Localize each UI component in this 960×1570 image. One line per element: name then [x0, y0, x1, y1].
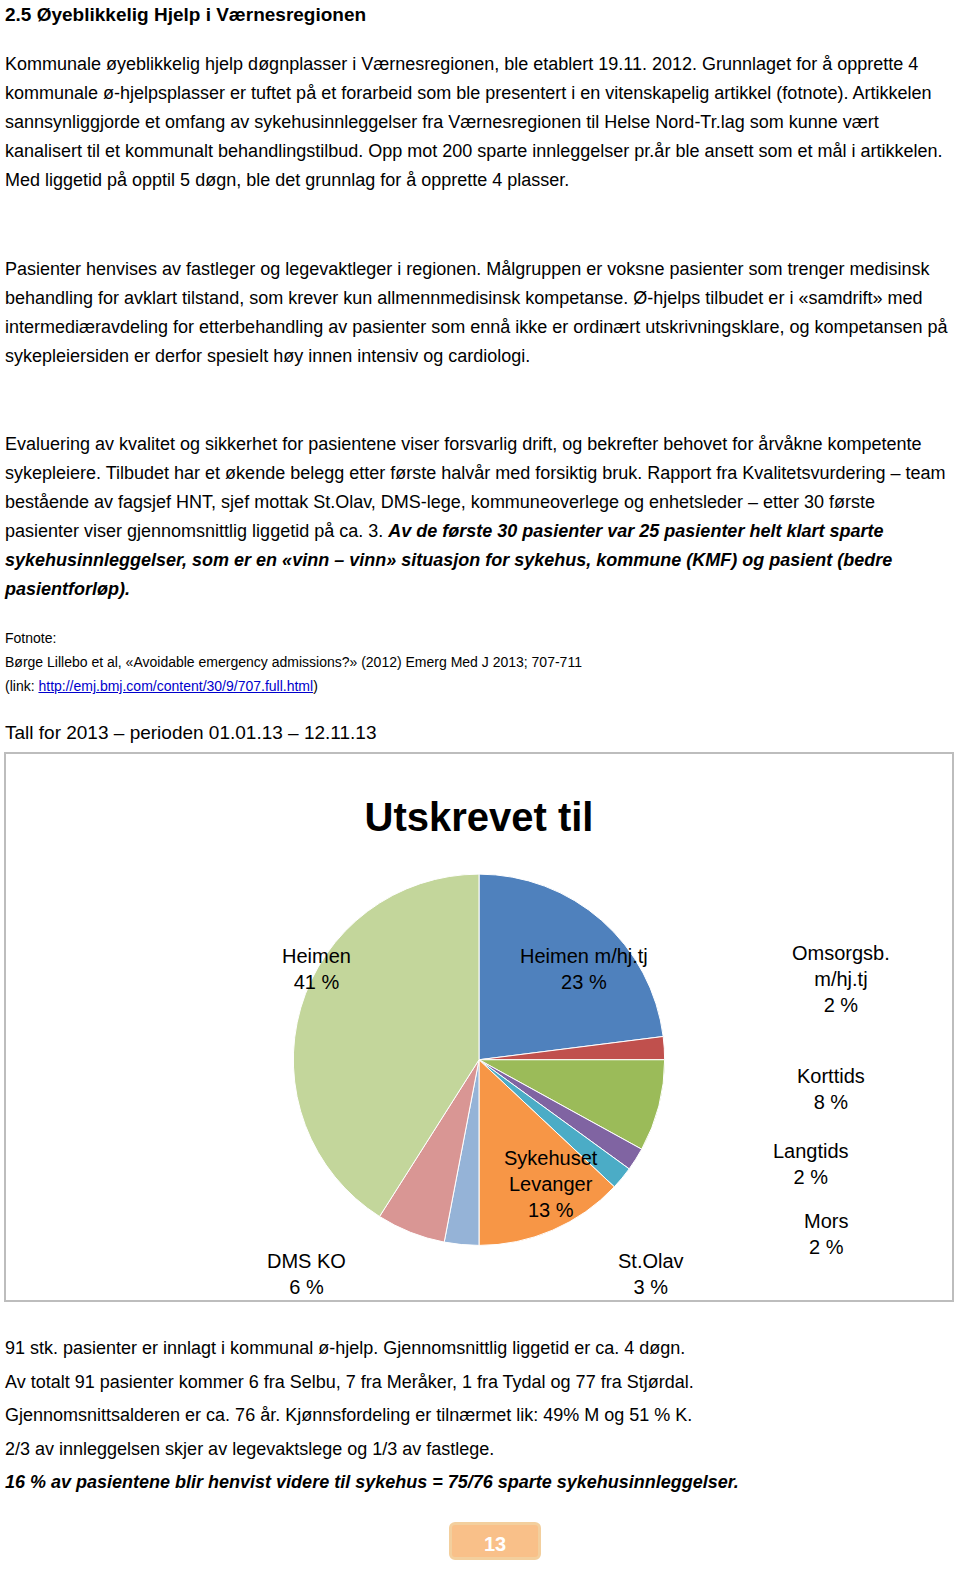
svg-text:St.Olav3 %: St.Olav3 % — [618, 1250, 684, 1298]
html-text:Pasienter henvises av fastlege: Pasienter henvises av fastleger og legev… — [5, 259, 948, 366]
html-text:Av totalt 91 pasienter kommer: Av totalt 91 pasienter kommer 6 fra Selb… — [5, 1371, 694, 1392]
html-text:Fotnote:: Fotnote: — [5, 630, 57, 646]
html-text:(link: http://emj.bmj.com/cont: (link: http://emj.bmj.com/content/30/9/7… — [5, 678, 318, 694]
svg-text:Heimen41 %: Heimen41 % — [282, 945, 351, 993]
html-text:16 % av pasientene blir henvis: 16 % av pasientene blir henvist videre t… — [5, 1472, 739, 1492]
svg-text:SykehusetLevanger13 %: SykehusetLevanger13 % — [504, 1147, 598, 1221]
svg-text:Korttids8 %: Korttids8 % — [797, 1065, 865, 1113]
svg-text:Langtids2 %: Langtids2 % — [773, 1140, 849, 1188]
html-text:2.5 Øyeblikkelig Hjelp i Værne: 2.5 Øyeblikkelig Hjelp i Værnesregionen — [5, 4, 367, 25]
html-text:Børge Lillebo et al, «Avoidabl: Børge Lillebo et al, «Avoidable emergenc… — [5, 654, 582, 670]
svg-text:Mors2 %: Mors2 % — [804, 1210, 848, 1258]
html-text:Kommunale øyeblikkelig hjelp d: Kommunale øyeblikkelig hjelp døgnplasser… — [5, 54, 943, 190]
svg-text:Omsorgsb.m/hj.tj2 %: Omsorgsb.m/hj.tj2 % — [792, 942, 890, 1016]
html-text:13: 13 — [483, 1533, 507, 1555]
svg-text:DMS KO6 %: DMS KO6 % — [267, 1250, 346, 1298]
html-text:Evaluering av kvalitet og sikk: Evaluering av kvalitet og sikkerhet for … — [5, 434, 946, 599]
svg-text:Heimen m/hj.tj23 %: Heimen m/hj.tj23 % — [520, 945, 648, 993]
html-text:91 stk. pasienter er innlagt i: 91 stk. pasienter er innlagt i kommunal … — [5, 1338, 686, 1358]
html-text:Tall for 2013 – perioden 01.01: Tall for 2013 – perioden 01.01.13 – 12.1… — [5, 722, 377, 743]
html-text:2/3 av innleggelsen skjer av l: 2/3 av innleggelsen skjer av legevaktsle… — [5, 1438, 495, 1459]
html-text:Gjennomsnittsalderen er ca. 76: Gjennomsnittsalderen er ca. 76 år. Kjønn… — [5, 1405, 693, 1425]
svg-text:Utskrevet til: Utskrevet til — [365, 795, 594, 839]
